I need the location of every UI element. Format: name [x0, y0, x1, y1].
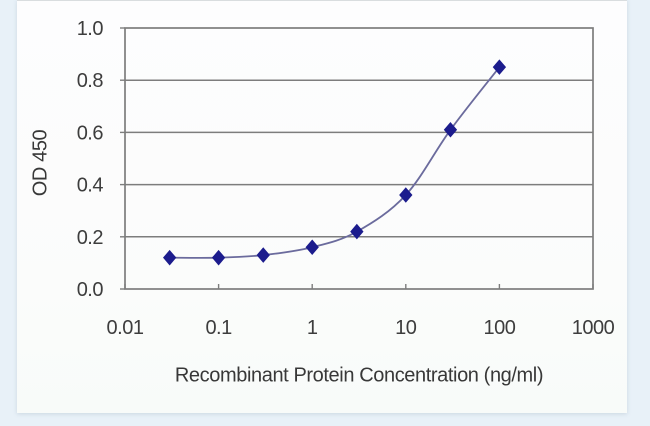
y-tick-label: 1.0: [77, 18, 104, 40]
plot-frame: [124, 27, 594, 290]
data-point-marker: [443, 122, 458, 138]
x-tick-label: 10: [395, 317, 417, 339]
x-tick-label: 1000: [572, 317, 615, 339]
data-point-marker: [305, 239, 319, 256]
x-tick-label: 0.1: [205, 317, 232, 339]
data-point-marker: [492, 59, 507, 75]
x-tick-label: 1: [307, 317, 318, 339]
data-point-marker: [350, 223, 364, 240]
data-point-marker: [163, 249, 177, 266]
x-tick-label: 0.01: [107, 317, 144, 339]
series-line: [169, 66, 501, 259]
y-tick-label: 0.2: [77, 227, 104, 249]
y-tick-label: 0.4: [77, 175, 104, 197]
data-point-marker: [399, 187, 413, 203]
x-tick-label: 100: [483, 317, 515, 339]
y-axis-title: OD 450: [29, 129, 52, 197]
y-tick-label: 0.8: [77, 70, 104, 92]
x-axis-title: Recombinant Protein Concentration (ng/ml…: [174, 364, 544, 387]
chart-photo-panel: [17, 0, 627, 413]
y-tick-label: 0.6: [77, 122, 104, 144]
y-tick-label: 0.0: [77, 279, 104, 301]
data-point-marker: [256, 247, 270, 263]
data-point-marker: [211, 249, 226, 266]
